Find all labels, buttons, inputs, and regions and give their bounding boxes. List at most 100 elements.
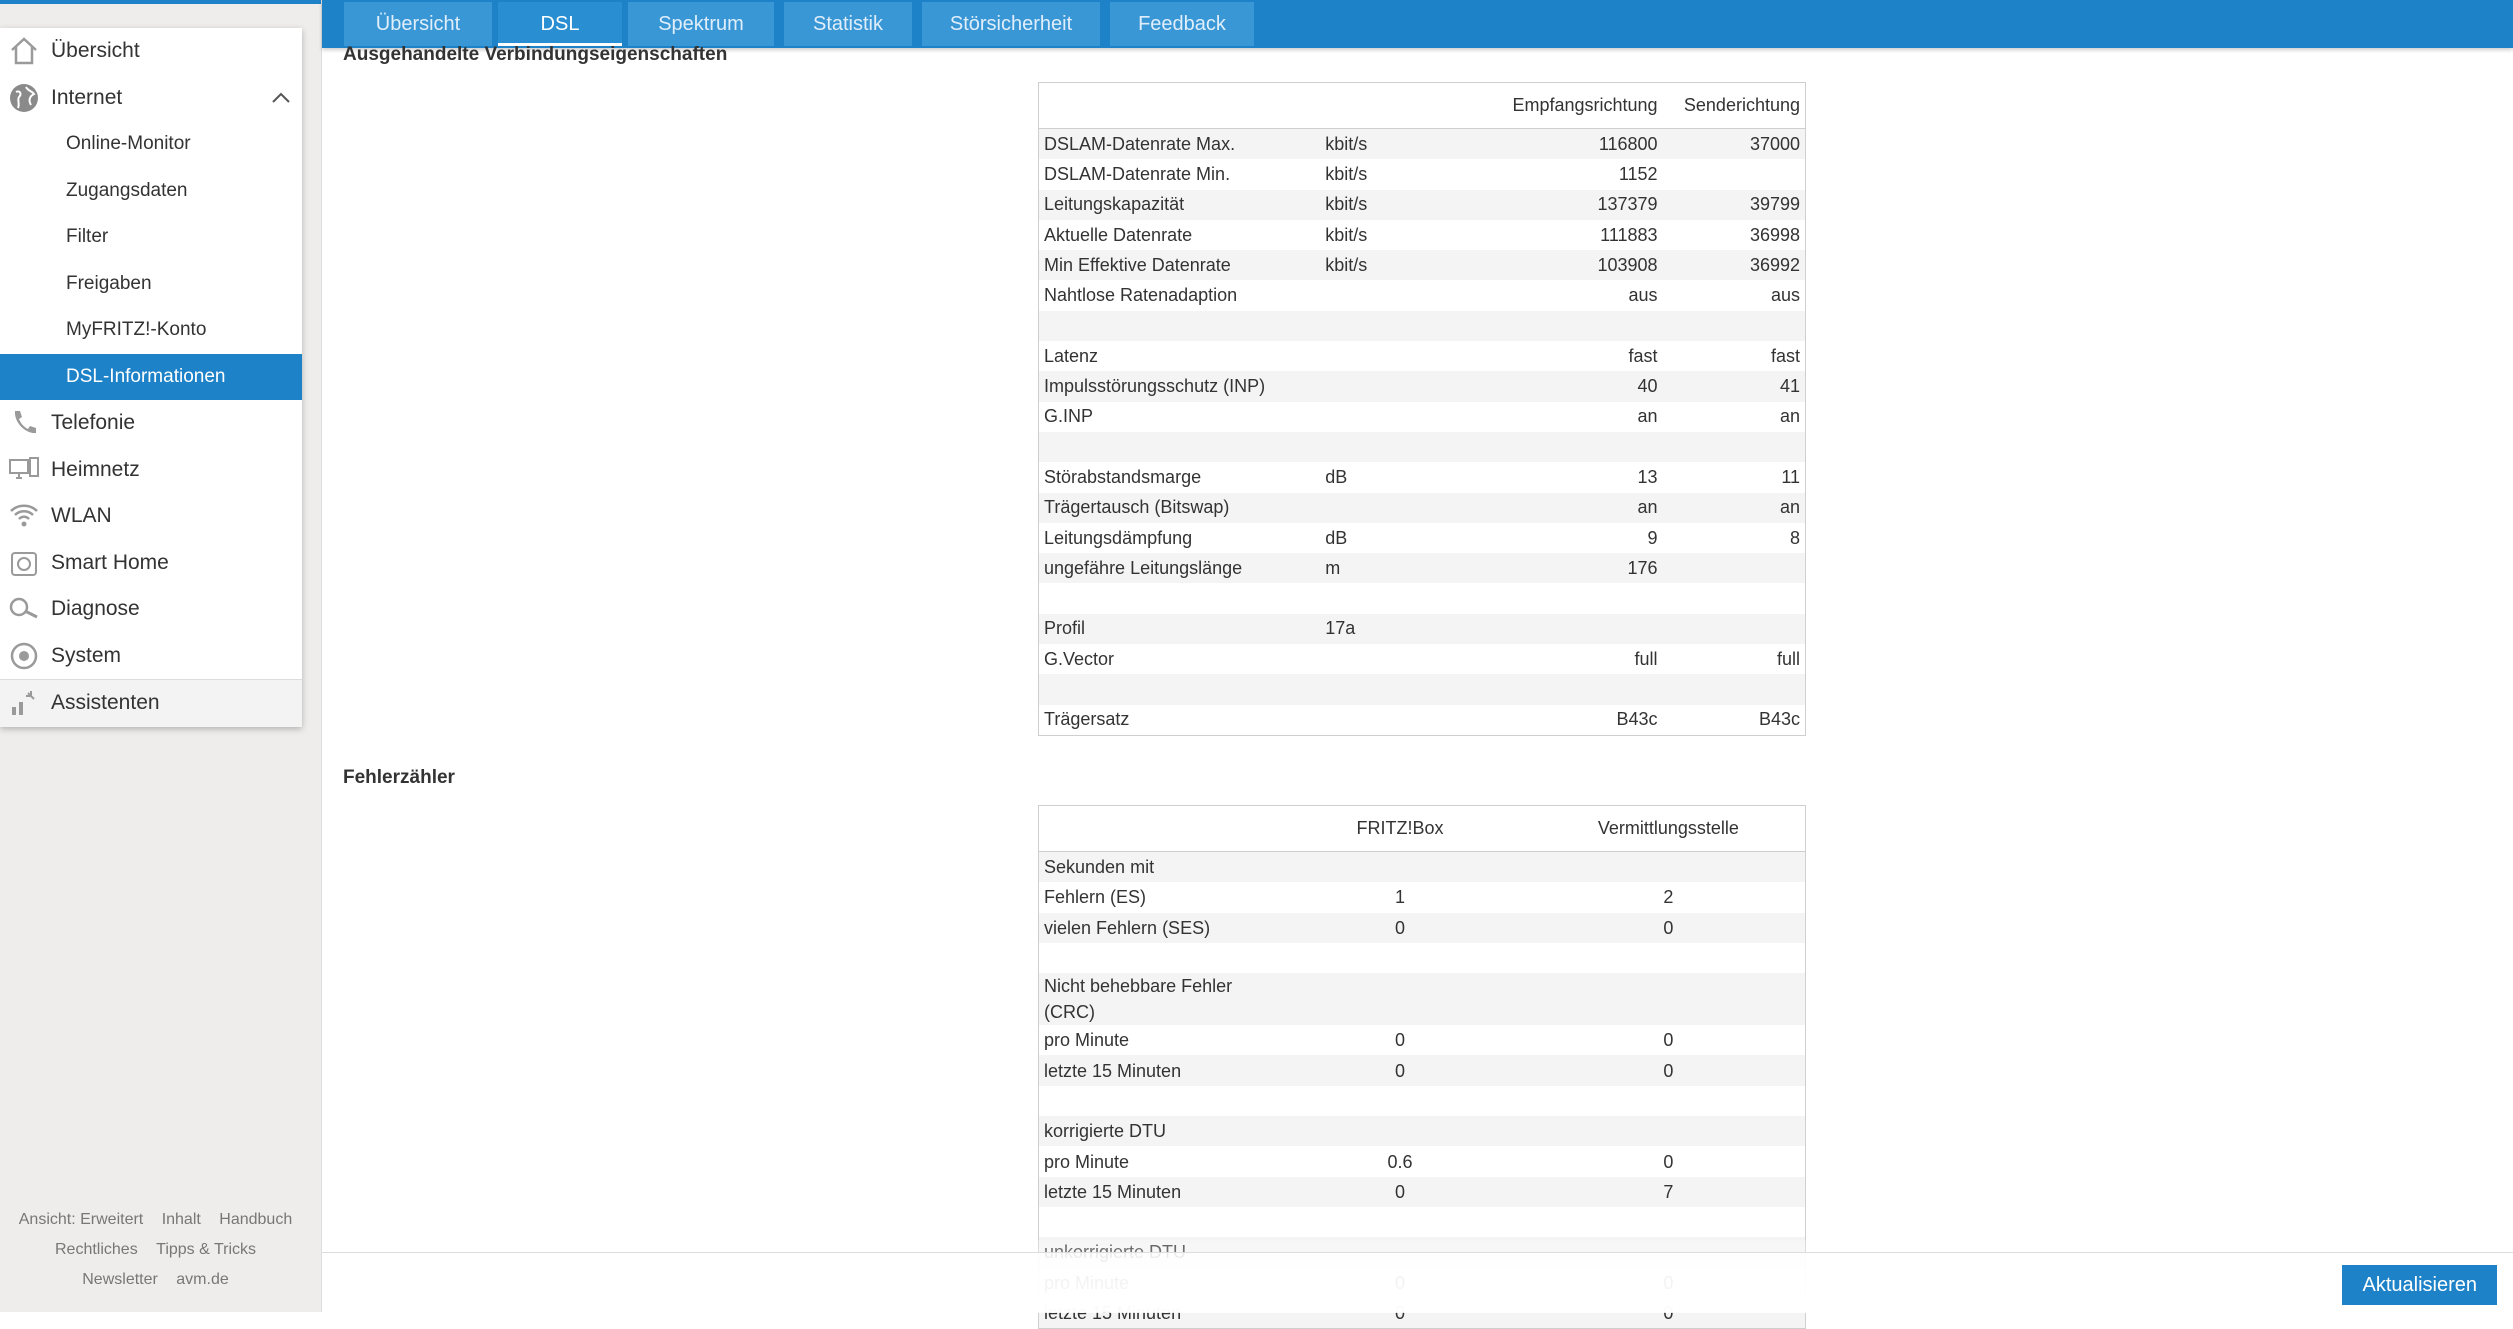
nav-sub-filter[interactable]: Filter xyxy=(66,226,109,248)
tab-bar: Übersicht DSL Spektrum Statistik Störsic… xyxy=(322,0,2513,48)
table-cell xyxy=(1531,973,1806,1026)
column-header xyxy=(1038,82,1321,129)
tab-stoersicherheit[interactable]: Störsicherheit xyxy=(922,2,1100,46)
footer-link-avm[interactable]: avm.de xyxy=(176,1271,229,1288)
tab-feedback[interactable]: Feedback xyxy=(1110,2,1254,46)
nav-sub-online-monitor[interactable]: Online-Monitor xyxy=(66,133,191,155)
footer-link-handbuch[interactable]: Handbuch xyxy=(219,1211,293,1228)
nav-sub-myfritz-konto[interactable]: MyFRITZ!-Konto xyxy=(66,319,207,341)
footer-link-ansicht[interactable]: Ansicht: Erweitert xyxy=(18,1211,144,1228)
nav-item-uebersicht[interactable]: Übersicht xyxy=(0,28,302,75)
footer-link-inhalt[interactable]: Inhalt xyxy=(161,1211,201,1228)
table-cell xyxy=(1038,431,1321,463)
nav-item-label: Telefonie xyxy=(51,411,136,435)
table-row xyxy=(1039,583,1806,613)
nav-item-label: Internet xyxy=(51,85,123,109)
tab-uebersicht[interactable]: Übersicht xyxy=(344,2,492,46)
bottom-action-bar: Aktualisieren xyxy=(322,1252,2513,1313)
table-cell xyxy=(1039,943,1269,973)
nav-item-internet[interactable]: Internet xyxy=(0,75,302,122)
table-cell: 17a xyxy=(1320,613,1430,645)
table-row: Profil 17a xyxy=(1038,613,1806,645)
table-row: Min Effektive Datenrate kbit/s 103908 36992 xyxy=(1038,250,1806,281)
tab-statistik[interactable]: Statistik xyxy=(784,2,912,46)
nav-item-smart-home[interactable]: Smart Home xyxy=(0,540,302,587)
sidebar-footer: Ansicht: Erweitert Inhalt Handbuch Recht… xyxy=(0,1205,311,1295)
section-title-verbindung: Ausgehandelte Verbindungseigenschaften xyxy=(343,44,728,65)
table-cell xyxy=(1268,1207,1532,1237)
table-cell: 2 xyxy=(1663,887,1674,908)
table-row: Leitungsdämpfung dB 9 8 xyxy=(1039,523,1806,553)
table-row xyxy=(1039,1086,1806,1116)
footer-link-newsletter[interactable]: Newsletter xyxy=(82,1271,158,1288)
table-cell xyxy=(1429,431,1663,463)
table-row: Nicht behebbare Fehler (CRC) xyxy=(1038,973,1806,1026)
table-cell: kbit/s xyxy=(1325,224,1368,245)
table-cell: Nicht behebbare Fehler (CRC) xyxy=(1038,973,1269,1026)
table-cell: Aktuelle Datenrate xyxy=(1044,224,1193,245)
nav-sub-dsl-informationen[interactable]: DSL-Informationen xyxy=(0,353,302,400)
table-cell xyxy=(1662,613,1806,645)
table-cell xyxy=(1662,431,1806,463)
table-cell xyxy=(1268,943,1532,973)
table-cell: kbit/s xyxy=(1320,128,1430,160)
network-icon xyxy=(6,454,42,486)
nav-item-system[interactable]: System xyxy=(0,633,302,680)
system-icon xyxy=(6,640,42,672)
home-icon xyxy=(6,35,42,67)
table-row: pro Minute 0.6 0 xyxy=(1039,1146,1806,1176)
tab-spektrum[interactable]: Spektrum xyxy=(628,2,774,46)
table-row: G.Vector full full xyxy=(1039,644,1806,674)
table-cell: 36992 xyxy=(1662,250,1806,281)
table-cell xyxy=(1662,553,1806,584)
footer-link-tipps[interactable]: Tipps & Tricks xyxy=(156,1241,257,1258)
sidebar-top-accent xyxy=(0,0,321,4)
table-cell: Störabstandsmarge xyxy=(1044,466,1202,487)
table-cell: Fehlern (ES) xyxy=(1044,887,1147,908)
refresh-button[interactable]: Aktualisieren xyxy=(2342,1265,2497,1305)
table-cell: B43c xyxy=(1758,709,1800,730)
table-cell: 0 xyxy=(1531,1055,1806,1086)
nav-item-assistenten[interactable]: Assistenten xyxy=(0,679,302,727)
nav-item-label: Smart Home xyxy=(51,550,169,574)
table-cell: korrigierte DTU xyxy=(1038,1116,1269,1147)
table-cell: G.INP xyxy=(1044,406,1094,427)
main-navigation: Übersicht Internet Online-Monitor Zugang… xyxy=(0,28,302,727)
table-row xyxy=(1039,943,1806,973)
table-cell xyxy=(1429,613,1663,645)
nav-sub-freigaben[interactable]: Freigaben xyxy=(66,272,152,294)
table-cell: 7 xyxy=(1531,1176,1806,1207)
table-cell: Leitungsdämpfung xyxy=(1044,527,1193,548)
table-cell: 0 xyxy=(1268,1055,1532,1086)
globe-icon xyxy=(6,82,42,114)
table-cell: 9 xyxy=(1647,527,1658,548)
table-cell xyxy=(1039,583,1321,613)
nav-item-diagnose[interactable]: Diagnose xyxy=(0,586,302,633)
nav-sub-zugangsdaten[interactable]: Zugangsdaten xyxy=(66,179,188,201)
table-cell: Trägertausch (Bitswap) xyxy=(1038,492,1321,523)
footer-link-rechtliches[interactable]: Rechtliches xyxy=(54,1241,138,1258)
table-cell xyxy=(1268,851,1532,883)
table-header-row: Empfangsrichtung Senderichtung xyxy=(1038,82,1806,129)
table-row xyxy=(1038,431,1806,463)
table-cell xyxy=(1320,644,1430,674)
table-cell xyxy=(1268,1086,1532,1116)
table-cell: 176 xyxy=(1429,553,1663,584)
chevron-up-icon[interactable] xyxy=(270,87,292,109)
table-cell xyxy=(1429,674,1663,705)
nav-item-wlan[interactable]: WLAN xyxy=(0,493,302,540)
tab-dsl[interactable]: DSL xyxy=(498,2,622,46)
column-header xyxy=(1038,805,1269,852)
table-cell: vielen Fehlern (SES) xyxy=(1038,912,1269,943)
table-cell xyxy=(1320,310,1430,342)
table-cell: Profil xyxy=(1038,613,1321,645)
table-cell: letzte 15 Minuten xyxy=(1038,1176,1269,1207)
table-cell xyxy=(1663,159,1806,189)
nav-item-heimnetz[interactable]: Heimnetz xyxy=(0,447,302,494)
table-cell: full xyxy=(1776,648,1800,669)
nav-item-telefonie[interactable]: Telefonie xyxy=(0,400,302,447)
table-cell: an xyxy=(1662,492,1806,523)
nav-item-label: Diagnose xyxy=(51,597,140,621)
column-header: Senderichtung xyxy=(1662,82,1806,129)
table-cell: DSLAM-Datenrate Max. xyxy=(1038,128,1321,160)
